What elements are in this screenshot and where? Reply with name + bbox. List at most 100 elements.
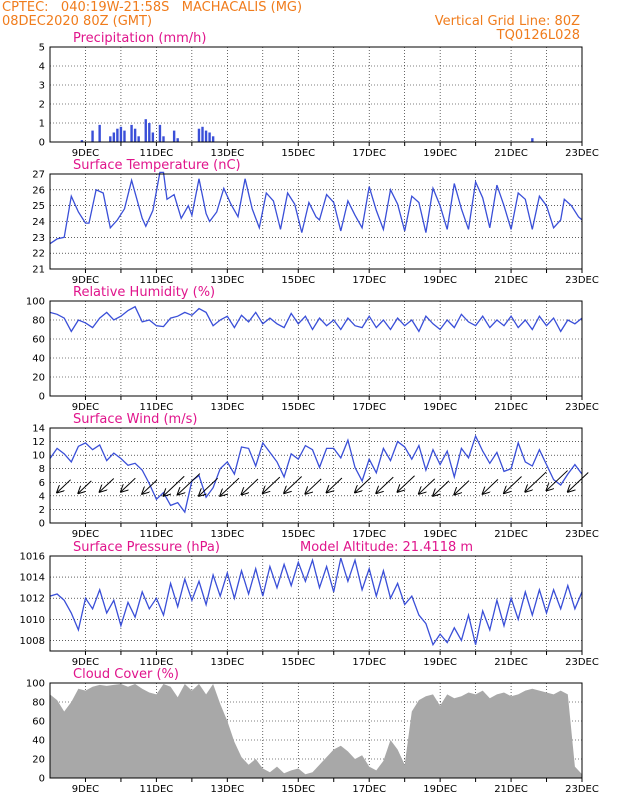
y-tick-label: 14 bbox=[32, 424, 45, 435]
x-tick-label: 17DEC bbox=[352, 275, 386, 286]
precip-bar bbox=[144, 119, 147, 142]
x-tick-label: 13DEC bbox=[210, 275, 244, 286]
precip-bar bbox=[133, 128, 137, 142]
x-tick-label: 11DEC bbox=[140, 148, 174, 159]
header-left-line1: CPTEC: 040:19W-21:58S MACHACALIS (MG) bbox=[2, 0, 303, 15]
x-tick-label: 15DEC bbox=[281, 275, 315, 286]
y-tick-label: 6 bbox=[39, 478, 45, 489]
series-line bbox=[49, 305, 583, 333]
cloud-area bbox=[50, 684, 582, 778]
wind-arrow bbox=[78, 480, 92, 493]
series-line bbox=[49, 171, 583, 245]
wind-arrow bbox=[568, 472, 589, 491]
panel-title: Surface Temperature (nC) bbox=[73, 158, 241, 173]
y-tick-label: 1010 bbox=[20, 615, 45, 626]
x-tick-label: 21DEC bbox=[494, 529, 528, 540]
header-left-line2: 08DEC2020 80Z (GMT) bbox=[2, 14, 153, 29]
x-tick-label: 17DEC bbox=[352, 657, 386, 668]
wind-arrow bbox=[483, 479, 499, 493]
x-tick-label: 23DEC bbox=[565, 402, 599, 413]
precip-bar bbox=[91, 130, 94, 142]
panel-3: Relative Humidity (%) 0 20 40 60 80 100 9DEC 11D… bbox=[26, 285, 599, 413]
y-tick-label: 25 bbox=[32, 201, 45, 212]
precip-bar bbox=[204, 130, 208, 142]
panel-title: Surface Pressure (hPa) bbox=[73, 540, 220, 555]
precip-bar bbox=[208, 132, 211, 142]
wind-arrow bbox=[376, 476, 394, 493]
y-tick-label: 10 bbox=[32, 451, 45, 462]
precip-bar bbox=[172, 130, 176, 142]
x-tick-label: 19DEC bbox=[423, 529, 457, 540]
y-tick-label: 0 bbox=[39, 392, 45, 403]
x-tick-label: 11DEC bbox=[140, 529, 174, 540]
wind-arrow bbox=[121, 477, 136, 492]
y-tick-label: 12 bbox=[32, 437, 45, 448]
wind-arrow bbox=[100, 478, 115, 491]
precip-bar bbox=[197, 128, 201, 142]
wind-arrow bbox=[419, 478, 436, 494]
wind-arrow bbox=[504, 476, 522, 494]
x-tick-label: 19DEC bbox=[423, 275, 457, 286]
y-tick-label: 2 bbox=[39, 505, 45, 516]
precip-bar bbox=[112, 132, 116, 142]
panel-frame bbox=[49, 46, 583, 143]
panel-frame bbox=[49, 555, 583, 652]
panel-4: Surface Wind (m/s) 0 2 4 6 8 10 12 14 9DEC 11DEC 13… bbox=[32, 412, 599, 540]
y-tick-label: 1014 bbox=[20, 573, 45, 584]
y-tick-label: 4 bbox=[39, 491, 45, 502]
x-tick-label: 17DEC bbox=[352, 402, 386, 413]
y-tick-label: 40 bbox=[32, 736, 45, 747]
y-tick-label: 1 bbox=[39, 119, 45, 130]
wind-arrow bbox=[199, 477, 219, 496]
x-tick-label: 13DEC bbox=[210, 529, 244, 540]
panel-frame bbox=[49, 173, 583, 270]
precip-bar bbox=[151, 132, 155, 142]
panel-title: Relative Humidity (%) bbox=[73, 285, 215, 300]
series-line bbox=[49, 557, 583, 647]
x-tick-label: 21DEC bbox=[494, 402, 528, 413]
y-tick-label: 40 bbox=[32, 354, 45, 365]
y-tick-label: 20 bbox=[32, 373, 45, 384]
x-tick-label: 11DEC bbox=[140, 657, 174, 668]
wind-arrow bbox=[142, 479, 158, 494]
panel-title: Precipitation (mm/h) bbox=[73, 31, 206, 46]
x-tick-label: 15DEC bbox=[281, 148, 315, 159]
precip-bar bbox=[148, 123, 151, 142]
wind-arrow bbox=[305, 478, 322, 494]
panel-frame bbox=[49, 300, 583, 397]
x-tick-label: 19DEC bbox=[423, 402, 457, 413]
wind-arrow bbox=[327, 477, 343, 492]
y-tick-label: 80 bbox=[32, 316, 45, 327]
x-tick-label: 21DEC bbox=[494, 275, 528, 286]
y-tick-label: 1008 bbox=[20, 636, 45, 647]
precip-bar bbox=[211, 136, 215, 142]
panel-2: Surface Temperature (nC) 21 22 23 24 25 26 27 9D… bbox=[32, 158, 599, 286]
precip-bar bbox=[109, 136, 112, 142]
wind-arrow bbox=[178, 473, 201, 495]
x-tick-label: 19DEC bbox=[423, 657, 457, 668]
y-tick-label: 24 bbox=[32, 217, 45, 228]
y-tick-label: 1012 bbox=[20, 594, 45, 605]
y-tick-label: 100 bbox=[26, 297, 45, 308]
y-tick-label: 1016 bbox=[20, 552, 45, 563]
y-tick-label: 4 bbox=[39, 62, 45, 73]
series-line bbox=[49, 434, 583, 514]
x-tick-label: 13DEC bbox=[210, 657, 244, 668]
x-tick-label: 13DEC bbox=[210, 402, 244, 413]
panel-frame bbox=[49, 682, 583, 779]
y-tick-label: 0 bbox=[39, 519, 45, 530]
precip-bar bbox=[201, 126, 204, 142]
header-right-line2: TQ0126L028 bbox=[496, 28, 580, 43]
panel-1: Precipitation (mm/h) 0 1 2 3 4 5 9DEC 11DEC 13DEC… bbox=[39, 31, 599, 159]
wind-arrow bbox=[242, 478, 259, 495]
y-tick-label: 8 bbox=[39, 464, 45, 475]
x-tick-label: 9DEC bbox=[72, 784, 99, 795]
x-tick-label: 9DEC bbox=[72, 402, 99, 413]
x-tick-label: 15DEC bbox=[281, 657, 315, 668]
x-tick-label: 9DEC bbox=[72, 657, 99, 668]
x-tick-label: 19DEC bbox=[423, 148, 457, 159]
y-tick-label: 26 bbox=[32, 185, 45, 196]
y-tick-label: 21 bbox=[32, 265, 45, 276]
y-tick-label: 3 bbox=[39, 81, 45, 92]
